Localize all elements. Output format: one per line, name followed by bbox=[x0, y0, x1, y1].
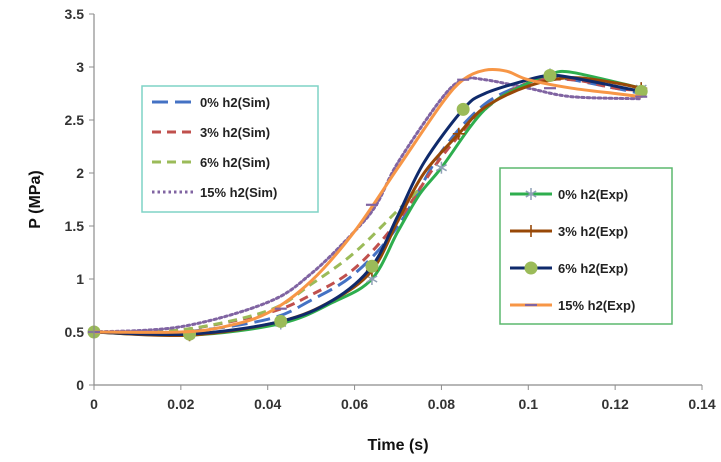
legend-entry: 3% h2(Exp) bbox=[510, 224, 628, 239]
legend-entry: 6% h2(Sim) bbox=[152, 155, 270, 170]
marker-circle bbox=[543, 68, 557, 82]
legend-label: 0% h2(Exp) bbox=[558, 187, 628, 202]
legend-entry: 15% h2(Exp) bbox=[510, 298, 635, 313]
x-tick-label: 0.02 bbox=[167, 396, 194, 412]
marker-circle bbox=[365, 259, 379, 273]
data-point bbox=[452, 127, 465, 140]
y-tick-label: 1.5 bbox=[65, 218, 85, 234]
x-tick-label: 0.1 bbox=[519, 396, 539, 412]
series-line-15-h2-sim bbox=[92, 76, 643, 334]
x-tick-label: 0.14 bbox=[688, 396, 715, 412]
series-3-h2-sim bbox=[93, 77, 642, 334]
series-layer bbox=[87, 67, 648, 342]
legend-entry: 3% h2(Sim) bbox=[152, 125, 270, 140]
legend-entry: 6% h2(Exp) bbox=[510, 261, 628, 276]
data-point bbox=[456, 102, 470, 116]
marker-stroke bbox=[366, 275, 378, 283]
x-tick-label: 0.12 bbox=[602, 396, 629, 412]
legend-box bbox=[141, 85, 319, 213]
series-line-6-h2-sim bbox=[93, 187, 421, 334]
y-tick-label: 2 bbox=[76, 165, 84, 181]
legend-label: 3% h2(Sim) bbox=[200, 125, 270, 140]
legend-marker bbox=[524, 261, 538, 275]
legend-entry: 0% h2(Exp) bbox=[510, 187, 628, 202]
y-axis-title: P (MPa) bbox=[27, 170, 44, 228]
marker-stroke bbox=[525, 190, 537, 198]
series-6-h2-sim bbox=[93, 187, 421, 334]
data-point bbox=[274, 314, 288, 328]
legend-exp: 0% h2(Exp) 3% h2(Exp) 6% h2(Exp) 15% h2(Exp… bbox=[499, 167, 673, 325]
y-tick-label: 2.5 bbox=[65, 112, 85, 128]
legend-sim: 0% h2(Sim) 3% h2(Sim) 6% h2(Sim) 15% h2(Sim… bbox=[141, 85, 319, 213]
legend-entry: 0% h2(Sim) bbox=[152, 95, 270, 110]
marker-circle bbox=[524, 261, 538, 275]
legend-label: 0% h2(Sim) bbox=[200, 95, 270, 110]
legend-marker bbox=[525, 225, 537, 237]
marker-stroke bbox=[435, 164, 447, 172]
marker-circle bbox=[456, 102, 470, 116]
y-tick-label: 3.5 bbox=[65, 6, 85, 22]
y-tick-label: 3 bbox=[76, 59, 84, 75]
y-tick-label: 1 bbox=[76, 271, 84, 287]
x-tick-label: 0.08 bbox=[428, 396, 455, 412]
x-tick-label: 0 bbox=[90, 396, 98, 412]
x-tick-label: 0.04 bbox=[254, 396, 281, 412]
x-tick-label: 0.06 bbox=[341, 396, 368, 412]
y-tick-label: 0 bbox=[76, 377, 84, 393]
legend-label: 15% h2(Sim) bbox=[200, 185, 277, 200]
legend-label: 3% h2(Exp) bbox=[558, 224, 628, 239]
legend-label: 15% h2(Exp) bbox=[558, 298, 635, 313]
y-tick-label: 0.5 bbox=[65, 324, 85, 340]
legend-entry: 15% h2(Sim) bbox=[152, 185, 277, 200]
marker-circle bbox=[274, 314, 288, 328]
x-axis-title: Time (s) bbox=[367, 437, 428, 454]
legend-label: 6% h2(Sim) bbox=[200, 155, 270, 170]
axes-layer: 0 0.02 0.04 0.06 0.08 0.1 0.12 0.14 0 0.5 1 1.5 2 2.5… bbox=[65, 6, 716, 412]
series-line-15-h2-exp bbox=[93, 67, 642, 334]
data-point bbox=[435, 161, 447, 174]
legend-layer: 0% h2(Sim) 3% h2(Sim) 6% h2(Sim) 15% h2(Sim… bbox=[141, 85, 673, 325]
data-point bbox=[543, 68, 557, 82]
legend-label: 6% h2(Exp) bbox=[558, 261, 628, 276]
data-point bbox=[365, 259, 379, 273]
series-line-3-h2-sim bbox=[93, 77, 642, 334]
legend-marker bbox=[525, 188, 537, 200]
series-15-h2-sim bbox=[92, 76, 643, 334]
